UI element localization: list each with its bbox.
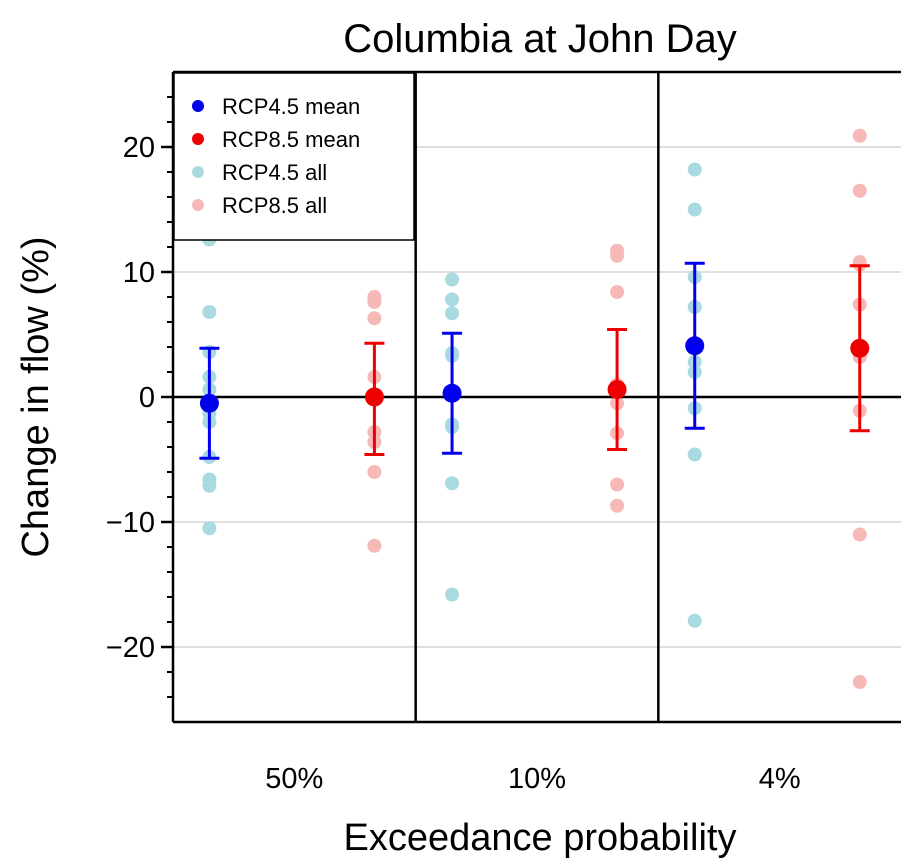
y-tick-label: 10 [123,257,155,289]
data-point [445,272,460,287]
legend-marker [192,100,204,112]
y-tick-label: 20 [123,132,155,164]
data-point [687,447,702,462]
x-tick-label: 4% [759,763,801,795]
data-point [687,202,702,217]
legend-label: RCP8.5 all [222,193,327,218]
legend-marker [192,199,204,211]
data-point [367,295,382,309]
mean-point [607,380,627,399]
data-point [852,527,867,542]
data-point [445,476,460,491]
mean-point [685,336,705,356]
legend-marker [192,166,204,178]
legend-label: RCP8.5 mean [222,127,360,152]
mean-point [364,387,384,407]
data-point [445,587,460,602]
data-point [367,465,382,479]
legend-label: RCP4.5 all [222,160,327,185]
data-point [202,478,217,493]
data-point [852,675,867,689]
legend-box [173,72,415,241]
x-tick-label: 10% [508,763,566,795]
y-tick-label: 0 [139,382,155,414]
data-point [610,477,625,492]
chart-title: Columbia at John Day [343,17,737,61]
mean-point [850,338,870,358]
data-point [202,305,217,319]
data-point [445,292,460,307]
legend: RCP4.5 mean RCP8.5 mean RCP4.5 all RCP8.5 a… [173,72,415,241]
data-point [367,538,382,553]
x-tick-label: 50% [265,763,323,795]
data-point [687,613,702,628]
legend-marker [192,133,204,145]
mean-point [199,393,219,413]
data-point [610,285,625,299]
plot-area: 20 10 0 −10 −20 50% 10% 4% [106,70,901,795]
data-point [202,521,217,536]
y-tick-label: −20 [106,632,155,664]
data-point [445,306,460,321]
data-point [367,311,382,326]
x-axis-label: Exceedance probability [344,817,737,859]
data-point [852,128,867,143]
data-point [610,248,625,263]
data-point [610,498,625,513]
mean-point [442,383,462,403]
y-tick-label: −10 [106,507,155,539]
data-point [687,162,702,177]
data-point [852,183,867,198]
y-axis-label: Change in flow (%) [15,236,57,557]
legend-label: RCP4.5 mean [222,94,360,119]
